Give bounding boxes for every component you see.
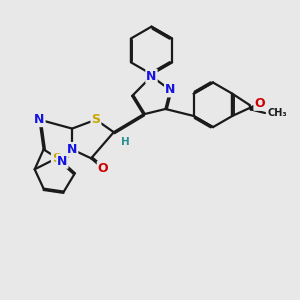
Text: O: O bbox=[98, 162, 108, 175]
Text: S: S bbox=[52, 152, 61, 165]
Text: CH₃: CH₃ bbox=[267, 108, 287, 118]
Text: N: N bbox=[34, 113, 45, 126]
Text: N: N bbox=[165, 83, 175, 97]
Text: N: N bbox=[57, 155, 68, 168]
Text: H: H bbox=[121, 137, 130, 147]
Text: N: N bbox=[67, 143, 77, 156]
Text: N: N bbox=[146, 70, 157, 83]
Text: O: O bbox=[254, 97, 265, 110]
Text: S: S bbox=[92, 113, 100, 126]
